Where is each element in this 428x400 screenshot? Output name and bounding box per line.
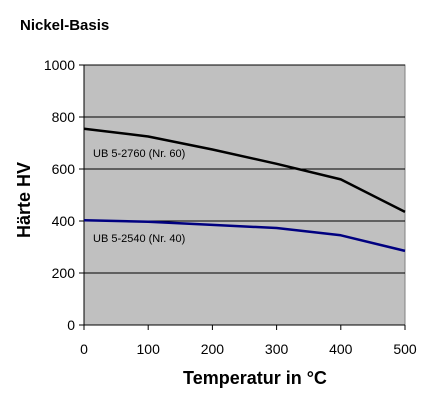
series-line-1 xyxy=(83,127,406,214)
y-tick-label: 0 xyxy=(67,317,75,333)
y-tick-label: 800 xyxy=(52,109,76,125)
y-tick-label: 1000 xyxy=(44,57,75,73)
x-axis-label: Temperatur in °C xyxy=(183,368,327,388)
y-tick-label: 200 xyxy=(52,265,76,281)
x-tick-label: 200 xyxy=(201,341,225,357)
x-tick-labels: 0 100 200 300 400 500 xyxy=(80,341,417,357)
y-tick-labels: 0 200 400 600 800 1000 xyxy=(44,57,75,333)
plot-area xyxy=(83,64,406,326)
x-tick-label: 500 xyxy=(393,341,417,357)
y-tick-label: 400 xyxy=(52,213,76,229)
series-line-2 xyxy=(83,218,406,253)
y-axis-label: Härte HV xyxy=(14,162,34,238)
series-label-ub-5-2540: UB 5-2540 (Nr. 40) xyxy=(93,233,185,245)
series-lines xyxy=(83,127,406,253)
chart-title: Nickel-Basis xyxy=(20,17,109,34)
axes xyxy=(79,64,406,330)
x-tick-label: 400 xyxy=(329,341,353,357)
series-label-ub-5-2760: UB 5-2760 (Nr. 60) xyxy=(93,148,185,160)
x-tick-label: 300 xyxy=(265,341,289,357)
x-tick-label: 0 xyxy=(80,341,88,357)
x-tick-label: 100 xyxy=(137,341,161,357)
y-tick-label: 600 xyxy=(52,161,76,177)
